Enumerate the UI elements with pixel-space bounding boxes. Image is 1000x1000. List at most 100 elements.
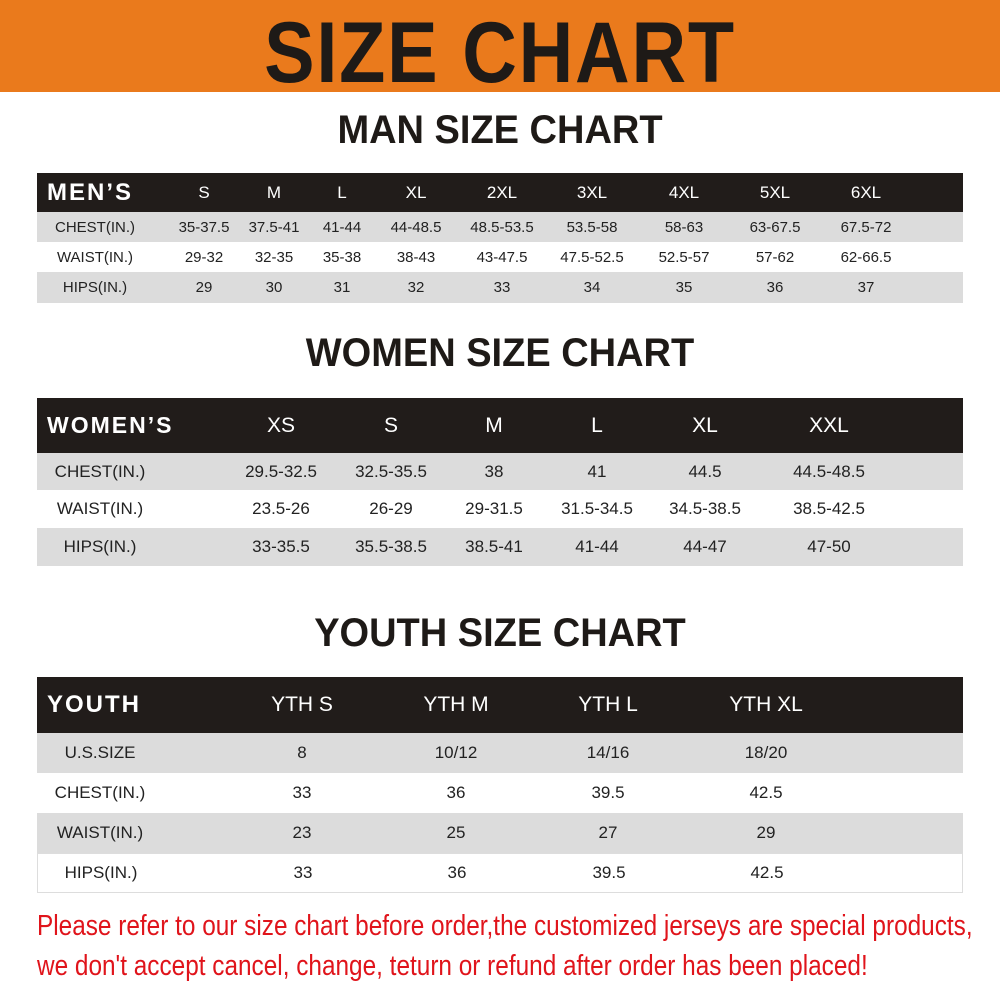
men-cell: 48.5-53.5 <box>470 218 534 236</box>
youth-cell: 25 <box>446 823 466 842</box>
men-cell: 36 <box>766 279 784 296</box>
women-size-xxl: XXL <box>809 413 849 437</box>
men-header-row: MEN’S S M L XL 2XL 3XL 4XL 5XL 6XL <box>37 173 963 212</box>
page-title: SIZE CHART <box>264 5 736 101</box>
men-cell: 47.5-52.5 <box>560 248 624 266</box>
youth-row-label: WAIST(IN.) <box>56 823 144 842</box>
women-cell: 33-35.5 <box>252 537 310 556</box>
women-row-label: HIPS(IN.) <box>63 537 137 556</box>
men-cell: 35-37.5 <box>178 218 230 236</box>
youth-table-row: HIPS(IN.) 33 36 39.5 42.5 <box>37 853 963 893</box>
men-cell: 37 <box>857 279 875 296</box>
women-size-m: M <box>485 413 503 437</box>
women-section-title: WOMEN SIZE CHART <box>305 331 695 375</box>
men-cell: 29-32 <box>184 248 224 266</box>
men-cell: 34 <box>583 279 601 296</box>
women-cell: 41-44 <box>575 537 619 556</box>
men-table-row: CHEST(IN.) 35-37.5 37.5-41 41-44 44-48.5 48.5… <box>37 212 963 242</box>
men-cell: 62-66.5 <box>840 248 892 266</box>
youth-header-label: YOUTH <box>47 691 141 718</box>
women-size-xl: XL <box>692 413 718 437</box>
men-cell: 31 <box>333 279 351 296</box>
youth-row-label: CHEST(IN.) <box>54 783 146 802</box>
women-header-label: WOMEN’S <box>47 412 174 438</box>
youth-size-yth-xl: YTH XL <box>729 693 803 716</box>
youth-size-table: YOUTH YTH S YTH M YTH L YTH XL U.S.SIZE 8 10/12… <box>37 677 963 893</box>
youth-header-row: YOUTH YTH S YTH M YTH L YTH XL <box>37 677 963 733</box>
women-table-row: WAIST(IN.) 23.5-26 26-29 29-31.5 31.5-34.5 34… <box>37 490 963 528</box>
notice-line-2: we don't accept cancel, change, teturn o… <box>37 950 868 982</box>
youth-row-label: U.S.SIZE <box>64 743 136 762</box>
youth-cell: 42.5 <box>750 863 784 882</box>
youth-cell: 10/12 <box>434 743 478 762</box>
youth-cell: 18/20 <box>744 743 788 762</box>
women-size-s: S <box>383 413 399 437</box>
women-cell: 44.5 <box>688 461 722 481</box>
youth-cell: 14/16 <box>586 743 630 762</box>
men-cell: 43-47.5 <box>476 248 528 266</box>
youth-cell: 36 <box>446 783 466 802</box>
men-size-3xl: 3XL <box>576 182 608 202</box>
youth-cell: 8 <box>297 743 307 762</box>
youth-cell: 23 <box>292 823 312 842</box>
youth-cell: 27 <box>598 823 618 842</box>
youth-cell: 36 <box>447 863 467 882</box>
youth-section-title: YOUTH SIZE CHART <box>314 611 686 655</box>
men-cell: 30 <box>265 279 283 296</box>
youth-cell: 39.5 <box>591 783 625 802</box>
women-cell: 35.5-38.5 <box>355 537 427 556</box>
women-cell: 47-50 <box>807 537 851 556</box>
men-size-2xl: 2XL <box>486 182 518 202</box>
notice-line-1: Please refer to our size chart before or… <box>37 910 973 942</box>
men-cell: 63-67.5 <box>749 218 801 236</box>
women-cell: 23.5-26 <box>252 499 310 518</box>
youth-table-row: U.S.SIZE 8 10/12 14/16 18/20 <box>37 733 963 773</box>
men-row-label: HIPS(IN.) <box>62 279 128 296</box>
women-table-row: HIPS(IN.) 33-35.5 35.5-38.5 38.5-41 41-44 44-… <box>37 528 963 566</box>
women-cell: 34.5-38.5 <box>669 499 741 518</box>
women-header-row: WOMEN’S XS S M L XL XXL <box>37 398 963 453</box>
men-cell: 38-43 <box>396 248 436 266</box>
women-size-xs: XS <box>266 413 296 437</box>
men-cell: 41-44 <box>322 218 362 236</box>
men-cell: 37.5-41 <box>248 218 300 236</box>
men-cell: 32-35 <box>254 248 294 266</box>
women-cell: 44-47 <box>683 537 727 556</box>
men-cell: 29 <box>195 279 213 296</box>
men-cell: 33 <box>493 279 511 296</box>
men-size-m: M <box>266 182 282 202</box>
women-cell: 38.5-41 <box>465 537 523 556</box>
men-cell: 32 <box>407 279 425 296</box>
women-row-label: CHEST(IN.) <box>54 461 146 481</box>
men-size-4xl: 4XL <box>668 182 700 202</box>
women-cell: 29.5-32.5 <box>245 461 317 481</box>
men-cell: 58-63 <box>664 218 704 236</box>
men-table-row: WAIST(IN.) 29-32 32-35 35-38 38-43 43-47.5 47.… <box>37 242 963 272</box>
men-size-xl: XL <box>405 182 427 202</box>
youth-cell: 29 <box>756 823 776 842</box>
men-size-s: S <box>198 182 210 202</box>
women-cell: 32.5-35.5 <box>355 461 427 481</box>
youth-table-row: WAIST(IN.) 23 25 27 29 <box>37 813 963 853</box>
men-cell: 57-62 <box>755 248 795 266</box>
header-banner <box>0 0 1000 92</box>
men-size-l: L <box>337 182 347 202</box>
women-cell: 44.5-48.5 <box>793 461 865 481</box>
men-row-label: CHEST(IN.) <box>55 218 135 236</box>
youth-size-yth-l: YTH L <box>578 693 638 716</box>
women-cell: 31.5-34.5 <box>561 499 633 518</box>
youth-cell: 42.5 <box>749 783 783 802</box>
youth-row-label: HIPS(IN.) <box>64 863 138 882</box>
men-cell: 35 <box>675 279 693 296</box>
women-cell: 26-29 <box>369 499 413 518</box>
youth-size-yth-m: YTH M <box>423 693 489 716</box>
youth-cell: 33 <box>293 863 313 882</box>
youth-size-yth-s: YTH S <box>271 693 333 716</box>
men-cell: 53.5-58 <box>566 218 618 236</box>
women-size-table: WOMEN’S XS S M L XL XXL CHEST(IN.) 29.5-32.5 32.5… <box>37 398 963 566</box>
youth-cell: 39.5 <box>592 863 626 882</box>
men-row-label: WAIST(IN.) <box>56 248 134 266</box>
women-size-l: L <box>591 413 603 437</box>
women-cell: 38.5-42.5 <box>793 499 865 518</box>
women-cell: 29-31.5 <box>465 499 523 518</box>
